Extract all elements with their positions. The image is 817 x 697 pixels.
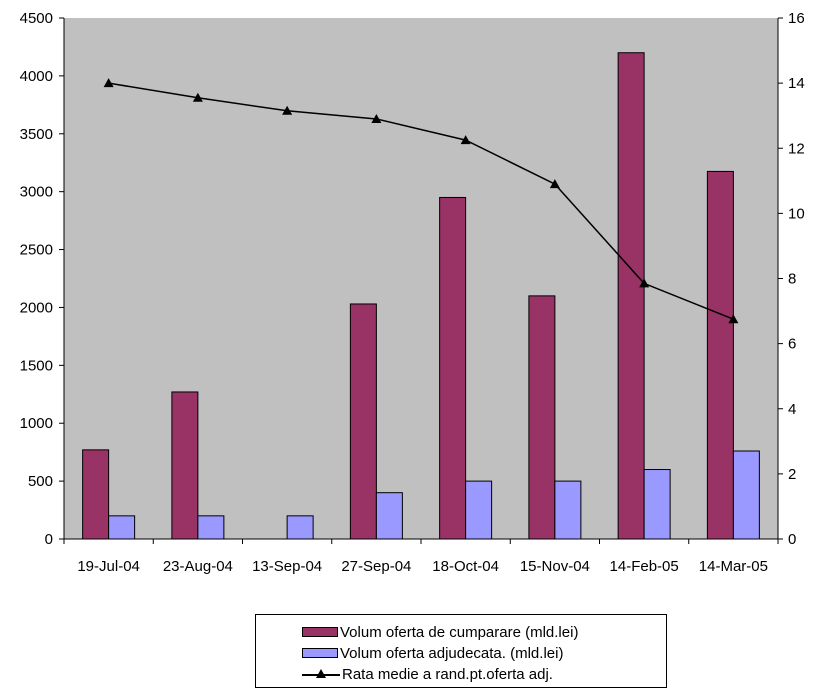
bar-cumparare bbox=[82, 449, 110, 540]
y-left-tick-label: 500 bbox=[28, 473, 53, 490]
marker-rata bbox=[371, 113, 382, 123]
marker-rata bbox=[639, 278, 650, 288]
bar-cumparare bbox=[617, 52, 645, 540]
bar-adjudecata bbox=[465, 480, 493, 540]
bar-adjudecata bbox=[286, 515, 314, 540]
y-left-tick-label: 0 bbox=[45, 531, 53, 548]
x-tick-label: 27-Sep-04 bbox=[341, 558, 411, 575]
legend-label-rata: Rata medie a rand.pt.oferta adj. bbox=[342, 665, 553, 683]
bar-adjudecata bbox=[108, 515, 136, 540]
marker-rata bbox=[728, 314, 739, 324]
y-left-tick-label: 4000 bbox=[20, 68, 53, 85]
legend: Volum oferta de cumparare (mld.lei) Volu… bbox=[255, 614, 667, 688]
plot-area bbox=[64, 18, 778, 539]
x-tick-label: 13-Sep-04 bbox=[252, 558, 322, 575]
bar-adjudecata bbox=[554, 480, 582, 540]
bar-adjudecata bbox=[732, 450, 760, 540]
x-tick-label: 18-Oct-04 bbox=[432, 558, 499, 575]
bar-adjudecata bbox=[643, 469, 671, 540]
legend-swatch-cumparare bbox=[302, 627, 338, 637]
y-right-tick-label: 10 bbox=[788, 205, 805, 222]
x-tick-label: 19-Jul-04 bbox=[77, 558, 140, 575]
y-right-tick-label: 16 bbox=[788, 10, 805, 27]
legend-label-cumparare: Volum oferta de cumparare (mld.lei) bbox=[340, 623, 579, 641]
marker-rata bbox=[282, 105, 293, 115]
y-left-tick-label: 4500 bbox=[20, 10, 53, 27]
line-rata bbox=[108, 82, 734, 320]
bar-cumparare bbox=[528, 295, 556, 540]
y-left-tick-label: 1500 bbox=[20, 357, 53, 374]
y-right-tick-label: 0 bbox=[788, 531, 796, 548]
legend-item-cumparare: Volum oferta de cumparare (mld.lei) bbox=[302, 622, 578, 642]
legend-swatch-rata bbox=[302, 669, 340, 679]
bar-cumparare bbox=[349, 303, 377, 540]
x-tick-label: 15-Nov-04 bbox=[520, 558, 590, 575]
y-left-tick-label: 1000 bbox=[20, 415, 53, 432]
legend-item-adjudecata: Volum oferta adjudecata. (mld.lei) bbox=[302, 643, 563, 663]
y-right-tick-label: 2 bbox=[788, 466, 796, 483]
bar-cumparare bbox=[171, 391, 199, 540]
y-right-tick-label: 6 bbox=[788, 336, 796, 353]
y-left-tick-label: 2500 bbox=[20, 242, 53, 259]
marker-rata bbox=[549, 179, 560, 189]
x-tick-label: 23-Aug-04 bbox=[163, 558, 233, 575]
marker-rata bbox=[460, 135, 471, 145]
bar-adjudecata bbox=[375, 492, 403, 540]
y-left-tick-label: 3000 bbox=[20, 184, 53, 201]
marker-rata bbox=[103, 78, 114, 88]
bar-cumparare bbox=[706, 170, 734, 540]
y-left-tick-label: 3500 bbox=[20, 126, 53, 143]
y-right-tick-label: 4 bbox=[788, 401, 796, 418]
legend-label-adjudecata: Volum oferta adjudecata. (mld.lei) bbox=[340, 644, 564, 662]
bar-cumparare bbox=[439, 196, 467, 540]
y-right-tick-label: 14 bbox=[788, 75, 805, 92]
bar-adjudecata bbox=[197, 515, 225, 540]
legend-item-rata: Rata medie a rand.pt.oferta adj. bbox=[302, 664, 553, 684]
marker-rata bbox=[192, 92, 203, 102]
y-right-tick-label: 8 bbox=[788, 271, 796, 288]
y-right-tick-label: 12 bbox=[788, 140, 805, 157]
y-left-tick-label: 2000 bbox=[20, 299, 53, 316]
x-tick-label: 14-Feb-05 bbox=[610, 558, 679, 575]
x-tick-label: 14-Mar-05 bbox=[699, 558, 768, 575]
legend-swatch-adjudecata bbox=[302, 648, 338, 658]
